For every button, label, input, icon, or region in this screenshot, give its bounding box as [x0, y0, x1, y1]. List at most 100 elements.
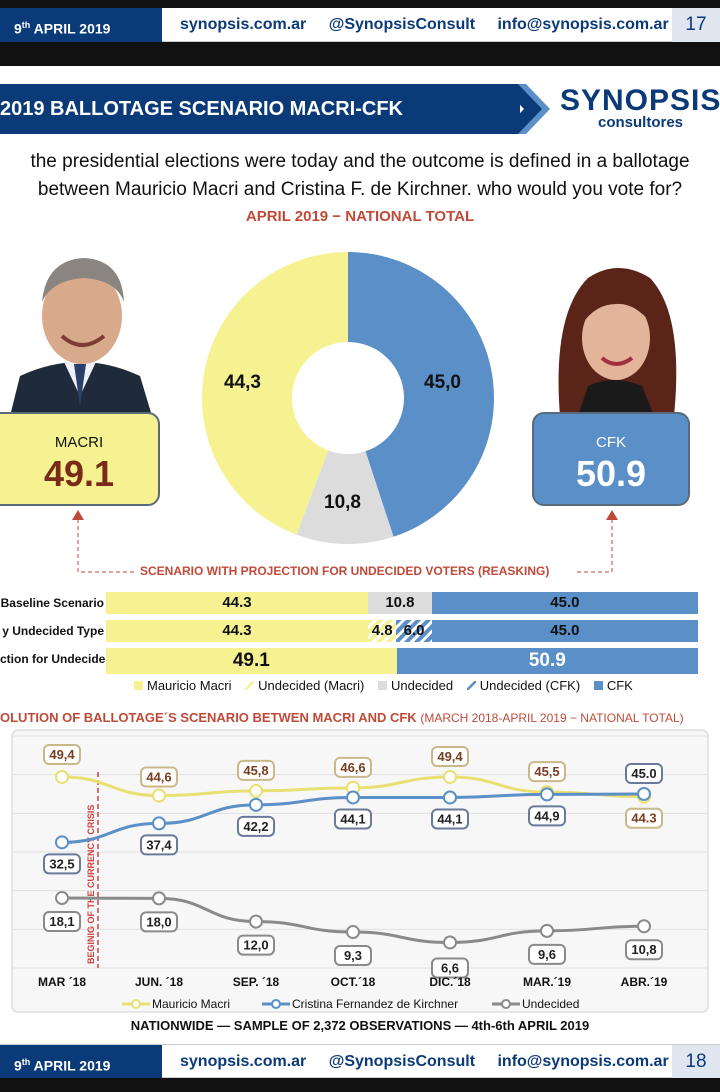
bar-segment-2-0: 49.1: [106, 648, 397, 674]
data-label-0-3: 46,6: [340, 760, 365, 775]
row-label-projection: ction for Undecided: [0, 652, 113, 666]
prev-footer-links: synopsis.com.ar @SynopsisConsult info@sy…: [180, 8, 683, 42]
evolution-title: OLUTION OF BALLOTAGE´S SCENARIO BETWEN M…: [0, 710, 684, 725]
donut-slice-2: [202, 252, 348, 535]
data-label-2-5: 9,6: [538, 947, 556, 962]
data-label-0-1: 44,6: [146, 770, 171, 785]
point-1-1: [152, 816, 166, 831]
data-label-0-2: 45,8: [243, 763, 268, 778]
data-label-box-1-2: [237, 815, 275, 837]
footer-links: synopsis.com.ar @SynopsisConsult info@sy…: [180, 1045, 683, 1079]
point-2-4: [443, 935, 457, 950]
data-label-box-0-2: [237, 759, 275, 781]
point-2-1: [152, 891, 166, 906]
cfk-value: 50.9: [575, 453, 647, 494]
data-label-box-2-4: [431, 957, 469, 979]
x-tick-3: OCT.´18: [331, 975, 376, 989]
macri-name: MACRI: [54, 434, 104, 451]
data-label-0-0: 49,4: [49, 747, 75, 762]
data-label-box-2-1: [140, 911, 178, 933]
donut-chart: [202, 252, 494, 544]
data-label-box-0-4: [431, 745, 469, 767]
data-label-0-6: 44.3: [631, 811, 656, 826]
data-label-box-2-6: [625, 939, 663, 961]
data-label-box-0-1: [140, 766, 178, 788]
handle-link[interactable]: @SynopsisConsult: [328, 1053, 476, 1070]
data-label-2-3: 9,3: [344, 948, 362, 963]
handle-link[interactable]: @SynopsisConsult: [328, 16, 476, 33]
legend-macri: Mauricio Macri: [147, 678, 232, 693]
point-1-3: [346, 790, 360, 805]
point-2-0: [55, 891, 69, 906]
legend-marker-0: [131, 999, 141, 1009]
data-label-box-2-2: [237, 934, 275, 956]
site-link[interactable]: synopsis.com.ar: [180, 16, 307, 33]
legend-cfk: CFK: [606, 678, 633, 693]
projection-connector: [72, 510, 618, 573]
bar-segment-1-3: 45.0: [431, 620, 698, 642]
sample-footer: NATIONWIDE — SAMPLE OF 2,372 OBSERVATION…: [130, 1018, 590, 1033]
point-0-0: [55, 769, 69, 784]
email-link[interactable]: info@synopsis.com.ar: [497, 1053, 669, 1070]
donut-slice-0: [348, 252, 494, 537]
legend-undecided-macri: Undecided (Macri): [258, 678, 365, 693]
x-tick-0: MAR ´18: [38, 975, 86, 989]
data-label-box-1-4: [431, 808, 469, 830]
projection-label: SCENARIO WITH PROJECTION FOR UNDECIDED V…: [140, 564, 550, 578]
donut-label-macri: 44,3: [224, 372, 261, 393]
prev-page-footer: 9th APRIL 2019 synopsis.com.ar @Synopsis…: [0, 8, 720, 42]
x-tick-2: SEP. ´18: [233, 975, 280, 989]
bar-row-1: 44.3 4.8 6.0 45.0: [106, 620, 698, 644]
prev-footer-date: 9th APRIL 2019: [0, 8, 162, 42]
macri-photo: [0, 236, 160, 416]
legend-marker-1: [271, 999, 281, 1009]
page-separator: [0, 42, 720, 66]
prev-page-number: 17: [672, 8, 720, 42]
logo-name: SYNOPSIS: [560, 84, 720, 117]
data-label-box-1-0: [43, 853, 81, 875]
cfk-photo: [538, 254, 690, 416]
data-label-1-0: 32,5: [49, 856, 74, 871]
cfk-result-box: CFK 50.9: [532, 412, 690, 506]
point-1-4: [443, 790, 457, 805]
point-2-3: [346, 925, 360, 940]
data-label-box-2-3: [334, 945, 372, 967]
point-1-5: [540, 787, 554, 802]
bar-segment-1-2: 6.0: [396, 620, 432, 642]
chart-subtitle: APRIL 2019 − NATIONAL TOTAL: [245, 208, 475, 225]
site-link[interactable]: synopsis.com.ar: [180, 1053, 307, 1070]
data-label-box-1-3: [334, 808, 372, 830]
data-label-2-0: 18,1: [49, 914, 74, 929]
page-footer: 9th APRIL 2019 synopsis.com.ar @Synopsis…: [0, 1044, 720, 1079]
bottom-edge: [0, 1078, 720, 1092]
x-tick-4: DIC.´18: [429, 975, 471, 989]
data-label-2-1: 18,0: [146, 914, 171, 929]
bar-legend: Mauricio Macri Undecided (Macri) Undecid…: [124, 678, 633, 693]
row-label-type: y Undecided Type: [2, 624, 104, 638]
data-label-box-1-1: [140, 834, 178, 856]
point-1-6: [637, 787, 651, 801]
evolution-line-chart: BEGINIG OF THE CURRENCY CRISIS 49,4 44,6 4…: [11, 729, 709, 1013]
point-2-5: [540, 923, 554, 938]
x-tick-5: MAR.´19: [523, 975, 571, 989]
data-label-0-5: 45,5: [534, 764, 559, 779]
data-label-1-2: 42,2: [243, 819, 268, 834]
bar-row-0: 44.3 10.8 45.0: [106, 592, 698, 616]
data-label-2-6: 10,8: [631, 942, 656, 957]
legend-entry-2: Undecided: [522, 997, 579, 1011]
point-0-2: [249, 783, 263, 798]
legend-marker-2: [501, 999, 511, 1009]
data-label-0-4: 49,4: [437, 749, 463, 764]
data-label-1-5: 44,9: [534, 808, 559, 823]
data-label-2-2: 12,0: [243, 938, 268, 953]
data-label-box-2-0: [43, 911, 81, 933]
legend-undecided-cfk: Undecided (CFK): [479, 678, 581, 693]
email-link[interactable]: info@synopsis.com.ar: [497, 16, 669, 33]
logo-sub: consultores: [598, 114, 684, 131]
donut-label-undecided: 10,8: [324, 492, 361, 513]
bar-segment-2-1: 50.9: [396, 648, 698, 674]
legend-entry-1: Cristina Fernandez de Kirchner: [292, 997, 458, 1011]
footer-date: 9th APRIL 2019: [0, 1045, 162, 1079]
bar-row-2: 49.1 50.9: [106, 648, 698, 674]
legend-undecided: Undecided: [390, 678, 454, 693]
